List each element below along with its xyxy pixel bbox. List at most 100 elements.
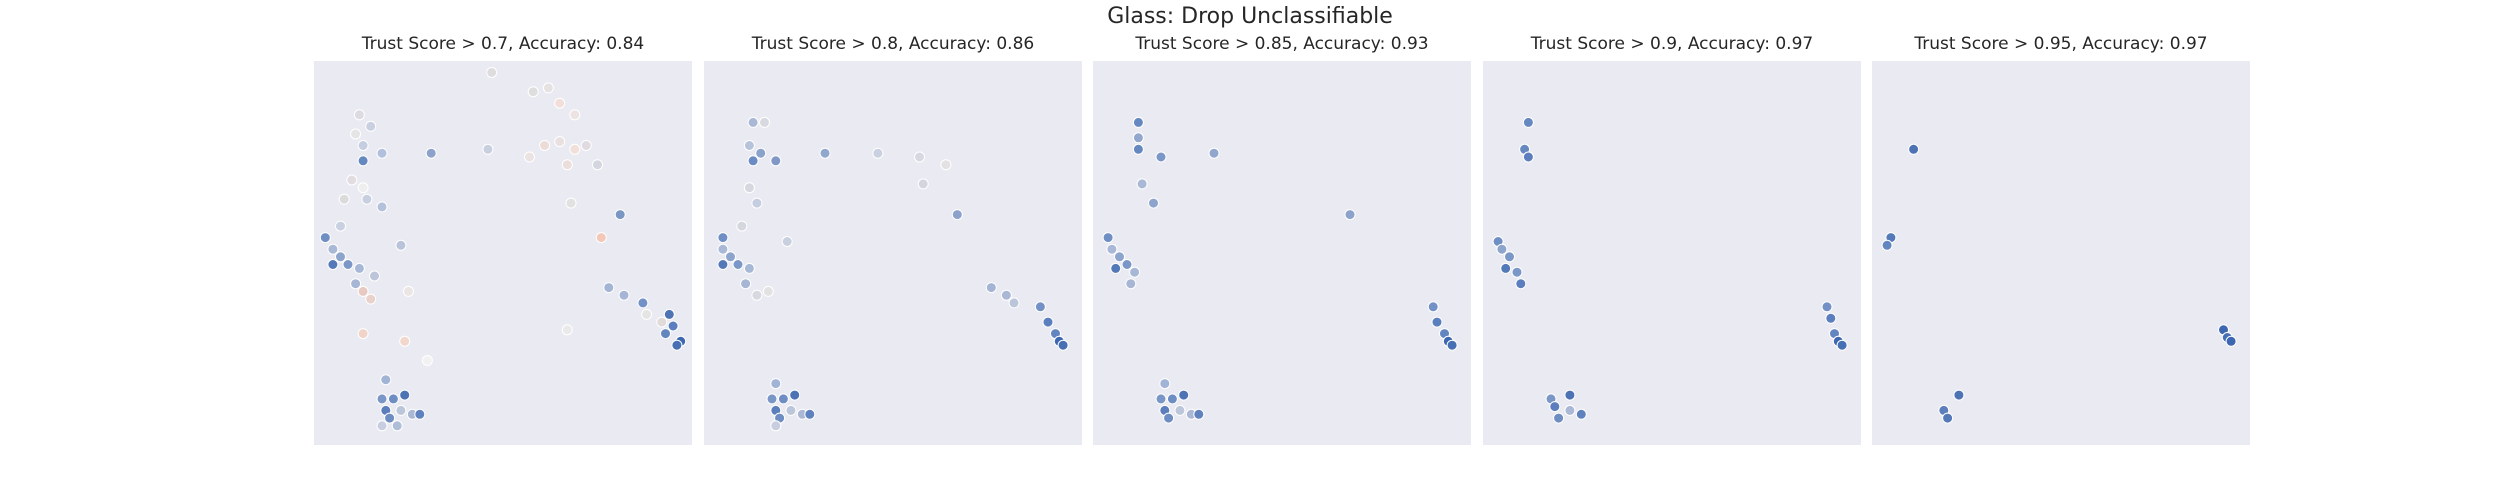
scatter-point: [425, 147, 437, 159]
scatter-point: [357, 182, 369, 194]
scatter-point: [1193, 408, 1205, 420]
panel-3-title: Trust Score > 0.85, Accuracy: 0.93: [1135, 34, 1429, 54]
scatter-point: [1564, 404, 1576, 416]
scatter-point: [376, 201, 388, 213]
scatter-point: [751, 289, 763, 301]
scatter-point: [486, 67, 498, 78]
scatter-point: [395, 239, 407, 251]
scatter-point: [747, 155, 759, 167]
scatter-point: [1132, 143, 1144, 155]
scatter-point: [1000, 289, 1012, 301]
scatter-point: [357, 328, 369, 340]
scatter-point: [376, 420, 388, 432]
scatter-point: [743, 262, 755, 274]
scatter-point: [319, 232, 331, 244]
scatter-point: [1148, 197, 1159, 209]
scatter-point: [1129, 266, 1141, 278]
scatter-point: [1564, 389, 1576, 401]
scatter-point: [1953, 389, 1965, 401]
scatter-point: [1057, 339, 1069, 351]
scatter-point: [1121, 259, 1133, 270]
panel-4-title: Trust Score > 0.9, Accuracy: 0.97: [1530, 34, 1814, 54]
scatter-point: [1427, 301, 1439, 313]
scatter-point: [357, 155, 369, 167]
scatter-point: [1166, 393, 1178, 405]
scatter-panel-2: [704, 61, 1082, 445]
scatter-point: [770, 155, 782, 167]
scatter-point: [561, 159, 573, 171]
scatter-point: [785, 404, 797, 416]
scatter-point: [346, 174, 358, 186]
scatter-point: [527, 86, 539, 98]
scatter-point: [747, 116, 759, 128]
scatter-point: [569, 109, 581, 121]
scatter-point: [1132, 132, 1144, 144]
scatter-point: [380, 374, 392, 386]
scatter-point: [1575, 408, 1587, 420]
scatter-point: [524, 151, 535, 163]
scatter-point: [725, 251, 736, 263]
scatter-point: [789, 389, 801, 401]
scatter-point: [1174, 404, 1186, 416]
scatter-point: [387, 393, 399, 405]
scatter-point: [353, 109, 365, 121]
scatter-point: [1208, 147, 1220, 159]
figure-title: Glass: Drop Unclassifiable: [1107, 4, 1393, 29]
scatter-point: [335, 251, 346, 263]
scatter-point: [1042, 316, 1054, 328]
scatter-point: [1106, 243, 1118, 255]
scatter-point: [338, 193, 350, 205]
scatter-point: [384, 412, 396, 424]
scatter-point: [482, 143, 494, 155]
scatter-point: [365, 120, 377, 132]
scatter-point: [1942, 412, 1954, 424]
scatter-point: [1155, 393, 1167, 405]
scatter-point: [671, 339, 683, 351]
scatter-point: [736, 220, 748, 232]
scatter-point: [1178, 389, 1190, 401]
scatter-point: [592, 159, 603, 171]
scatter-point: [1553, 412, 1565, 424]
panel-5-title: Trust Score > 0.95, Accuracy: 0.97: [1914, 34, 2208, 54]
scatter-point: [1125, 278, 1137, 290]
scatter-point: [554, 136, 566, 148]
scatter-point: [539, 140, 551, 151]
scatter-point: [660, 328, 671, 340]
scatter-point: [327, 243, 339, 255]
scatter-point: [743, 140, 755, 151]
scatter-point: [656, 316, 668, 328]
scatter-point: [770, 378, 782, 390]
scatter-point: [770, 420, 782, 432]
scatter-point: [766, 393, 778, 405]
scatter-point: [781, 236, 793, 247]
scatter-panel-3: [1093, 61, 1471, 445]
scatter-point: [565, 197, 577, 209]
scatter-point: [1500, 262, 1512, 274]
scatter-point: [1881, 239, 1893, 251]
scatter-point: [353, 262, 365, 274]
scatter-plot-2: [717, 116, 1069, 432]
scatter-point: [743, 182, 755, 194]
scatter-point: [940, 159, 952, 171]
scatter-point: [2225, 335, 2237, 347]
scatter-point: [603, 282, 615, 294]
scatter-point: [327, 259, 339, 270]
scatter-point: [391, 420, 403, 432]
scatter-point: [414, 408, 426, 420]
scatter-point: [561, 324, 573, 336]
scatter-point: [637, 297, 649, 309]
scatter-point: [1034, 301, 1046, 313]
scatter-point: [421, 355, 433, 366]
scatter-point: [350, 128, 362, 140]
scatter-point: [1446, 339, 1458, 351]
scatter-point: [395, 404, 407, 416]
scatter-point: [1511, 266, 1523, 278]
scatter-point: [350, 278, 362, 290]
scatter-point: [1522, 116, 1534, 128]
scatter-point: [1836, 339, 1848, 351]
scatter-point: [732, 259, 744, 270]
scatter-point: [914, 151, 925, 163]
scatter-point: [1008, 297, 1020, 309]
scatter-point: [365, 293, 377, 305]
scatter-point: [1522, 151, 1534, 163]
